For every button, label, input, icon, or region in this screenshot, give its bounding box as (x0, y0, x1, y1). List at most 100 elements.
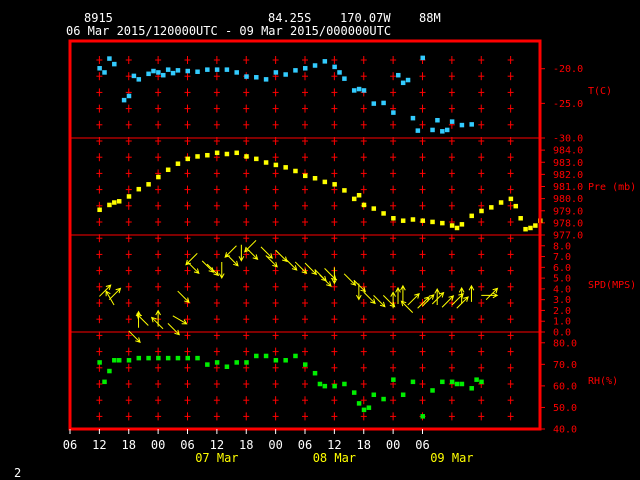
humidity-point (205, 362, 210, 367)
wind-arrow (422, 294, 435, 307)
wind-arrow (441, 295, 455, 308)
y-tick-label: 979.0 (553, 206, 583, 217)
temperature-point (435, 117, 440, 123)
pressure-point (116, 199, 122, 204)
temperature-point (356, 86, 362, 92)
y-tick-label: 6.0 (553, 263, 571, 274)
y-tick-label: 0.0 (553, 328, 571, 339)
wind-arrow (128, 330, 141, 343)
wind-arrow (201, 260, 215, 273)
humidity-point (283, 358, 288, 363)
y-tick-label: -20.0 (553, 64, 583, 75)
x-tick-label: 06 (415, 438, 429, 452)
wind-arrow (285, 258, 298, 271)
temperature-point (293, 68, 298, 73)
x-tick-label: 06 (63, 438, 77, 452)
pressure-point (420, 218, 425, 223)
humidity-point (254, 353, 259, 359)
temperature-point (332, 64, 337, 70)
temperature-point (254, 75, 259, 80)
pressure-point (508, 196, 514, 202)
pressure-point (489, 205, 494, 210)
humidity-point (312, 370, 318, 376)
y-tick-label: 5.0 (553, 274, 571, 285)
date-label: 09 Mar (430, 451, 473, 465)
wind-arrow (400, 300, 414, 313)
temperature-point (273, 70, 279, 75)
station-id: 8915 (84, 11, 113, 25)
y-tick-label: 60.0 (553, 381, 577, 392)
y-tick-label: 980.0 (553, 194, 583, 205)
y-tick-label: 982.0 (553, 170, 583, 181)
wind-arrow (458, 286, 465, 304)
temperature-point (381, 100, 386, 106)
pressure-point (356, 192, 362, 198)
temperature-point (420, 55, 425, 61)
x-tick-label: 06 (180, 438, 194, 452)
humidity-point (420, 414, 425, 419)
wind-arrow (481, 292, 499, 299)
pressure-point (342, 188, 347, 193)
temperature-point (410, 115, 416, 121)
temperature-point (351, 88, 357, 93)
pressure-point (528, 225, 533, 231)
x-tick-label: 00 (386, 438, 400, 452)
humidity-point (126, 358, 132, 363)
humidity-point (146, 355, 151, 361)
pressure-point (449, 223, 455, 228)
temperature-point (449, 119, 455, 124)
pressure-point (254, 156, 259, 162)
humidity-point (449, 379, 455, 385)
humidity-point (459, 381, 465, 387)
temperature-point (342, 76, 347, 81)
wind-arrow (356, 283, 362, 301)
date-label: 07 Mar (195, 451, 238, 465)
wind-arrow (206, 263, 220, 277)
humidity-point (234, 360, 239, 365)
y-tick-label: 3.0 (553, 295, 571, 306)
y-tick-label: -25.0 (553, 99, 583, 110)
y-tick-label: 984.0 (553, 146, 583, 157)
pressure-point (97, 207, 102, 213)
temperature-point (185, 68, 190, 74)
pressure-point (234, 150, 239, 156)
temperature-point (361, 88, 367, 93)
humidity-point (342, 381, 347, 387)
pressure-point (361, 202, 367, 208)
wind-arrow (400, 284, 406, 302)
temperature-point (165, 67, 171, 72)
y-tick-label: 983.0 (553, 158, 583, 169)
pressure-point (205, 152, 210, 158)
x-tick-label: 18 (357, 438, 371, 452)
y-tick-label: 978.0 (553, 218, 583, 229)
temperature-point (312, 63, 318, 68)
pressure-point (454, 225, 460, 231)
humidity-point (366, 405, 372, 410)
humidity-point (474, 377, 479, 382)
panel-ylabel: SPD(MPS) (588, 280, 636, 291)
wind-arrow (136, 313, 149, 326)
wind-arrow (245, 247, 259, 260)
wind-arrow (294, 261, 308, 274)
humidity-point (479, 379, 484, 385)
pressure-point (263, 160, 269, 165)
x-tick-label: 00 (268, 438, 282, 452)
humidity-point (371, 392, 377, 398)
panel-ylabel: T(C) (588, 86, 612, 97)
temperature-point (151, 68, 156, 74)
temperature-point (303, 66, 308, 71)
wind-arrow (275, 249, 288, 263)
humidity-point (102, 379, 107, 385)
humidity-point (185, 355, 190, 361)
x-tick-label: 06 (298, 438, 312, 452)
temperature-point (396, 72, 401, 78)
pressure-point (533, 223, 538, 228)
humidity-point (361, 407, 367, 413)
pressure-point (293, 168, 298, 174)
wind-arrow (105, 290, 115, 306)
wind-arrow (373, 295, 386, 308)
wind-arrow (319, 274, 332, 287)
pressure-point (479, 208, 484, 214)
pressure-point (498, 200, 504, 205)
humidity-point (322, 383, 328, 389)
